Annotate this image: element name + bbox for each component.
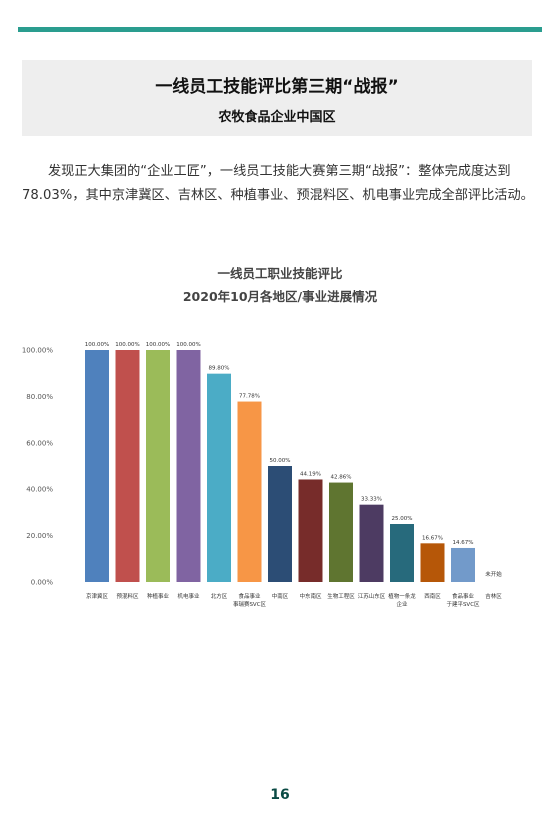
bar [207,373,231,582]
category-label: 种植事业 [147,592,170,600]
category-label: 西南区 [424,592,441,600]
bar [115,350,140,582]
category-label: 吉林区 [485,592,502,600]
chart-title: 一线员工职业技能评比 [217,266,343,281]
category-label: 中东南区 [299,592,322,600]
category-label: 北方区 [211,592,228,600]
bar [176,350,201,582]
data-label: 77.78% [239,394,260,400]
bar [268,466,292,582]
data-label: 14.67% [453,540,474,546]
category-label: 京津冀区 [86,592,109,600]
bar [359,504,384,582]
y-tick-label: 40.00% [26,486,53,494]
intro-paragraph: 发现正大集团的“企业工匠”，一线员工技能大赛第三期“战报”：整体完成度达到 78… [22,164,534,203]
bar [146,350,170,582]
category-label: 预混料区 [116,592,139,600]
category-label: 生物工程区 [327,592,355,600]
category-label: 植物一条龙 [388,592,416,600]
data-label: 100.00% [85,342,109,348]
y-tick-label: 0.00% [31,579,54,587]
page-number: 16 [270,787,290,803]
category-label: 企业 [396,600,408,608]
data-label: 44.19% [300,471,321,477]
data-label: 100.00% [146,342,170,348]
bar [451,547,475,582]
page-title: 一线员工技能评比第三期“战报” [155,77,399,97]
data-label: 25.00% [392,516,413,522]
y-tick-label: 100.00% [22,347,53,355]
top-accent-bar [18,27,542,32]
category-label: 江苏山东区 [358,592,386,600]
category-label: 食品事业 [452,592,475,600]
data-label: 16.67% [422,535,443,541]
category-label: 事瑞赛SVC区 [233,600,267,608]
data-label: 33.33% [361,497,382,503]
category-label: 食品事业 [238,592,261,600]
data-label: 50.00% [270,458,291,464]
category-label: 机电事业 [177,592,200,600]
y-tick-label: 60.00% [26,439,53,447]
category-label: 于建平SVC区 [446,600,480,608]
bar [420,543,445,582]
bar [390,524,414,582]
data-label: 100.00% [115,342,139,348]
category-label: 中南区 [272,592,289,600]
bar [237,401,262,582]
data-label: 89.80% [209,366,230,372]
bar [329,482,353,582]
bar-chart: 0.00% 20.00% 40.00% 60.00% 80.00% 100.00% 100.… [22,342,502,608]
bar [85,350,109,582]
y-tick-label: 20.00% [26,532,53,540]
page-subtitle: 农牧食品企业中国区 [218,110,336,125]
title-banner: 一线员工技能评比第三期“战报” 农牧食品企业中国区 [22,60,532,136]
y-tick-label: 80.00% [26,393,53,401]
data-label: 100.00% [176,342,200,348]
chart-subtitle: 2020年10月各地区/事业进展情况 [182,289,378,304]
bar [298,479,323,582]
data-label: 42.86% [331,475,352,481]
data-label: 未开始 [485,570,502,578]
